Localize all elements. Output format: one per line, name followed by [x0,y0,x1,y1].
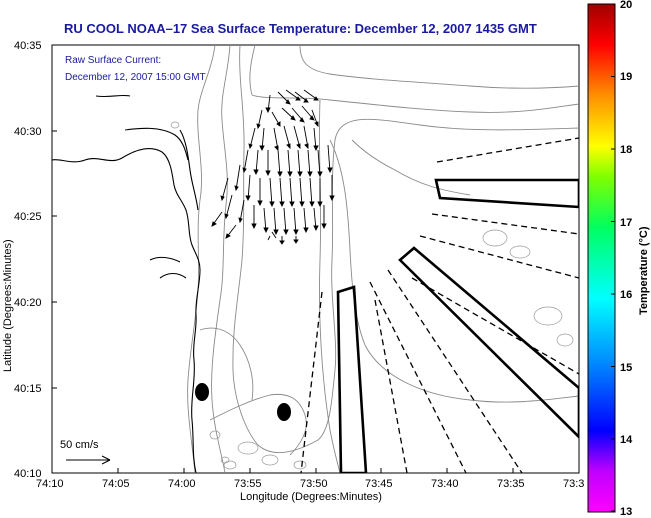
scale-label: 50 cm/s [60,439,99,451]
y-tick-labels: 40:35 40:30 40:25 40:20 40:15 40:10 [14,40,42,480]
legend-line-2: December 12, 2007 15:00 GMT [65,72,206,83]
x-tick: 74:05 [102,478,130,490]
colorbar-ticks [611,3,615,512]
y-tick: 40:35 [14,40,42,52]
colorbar-label: Temperature (°C) [638,226,650,315]
colorbar-tick: 13 [620,506,632,518]
x-tick: 73:3 [563,478,584,490]
scale-arrow [66,455,111,465]
colorbar-tick: 16 [620,289,632,301]
x-tick: 73:35 [497,478,525,490]
y-tick: 40:30 [14,126,42,138]
current-vectors [211,89,335,245]
colorbar-tick: 15 [620,362,632,374]
colorbar-tick-labels: 20 19 18 17 16 15 14 13 [620,0,633,518]
x-tick: 74:10 [36,478,64,490]
buoy-marker [195,383,209,401]
colorbar-tick: 18 [620,144,632,156]
coastline [52,94,201,473]
colorbar-tick: 20 [620,0,632,11]
colorbar [587,3,616,513]
y-tick: 40:10 [14,468,42,480]
buoy-marker [277,403,291,421]
y-tick: 40:20 [14,297,42,309]
y-tick: 40:15 [14,383,42,395]
vector-field [211,89,335,245]
bathymetry-blobs [170,121,574,470]
figure-title: RU COOL NOAA–17 Sea Surface Temperature:… [64,21,537,36]
dashed-transects [300,137,579,473]
y-axis-label: Latitude (Degrees:Minutes) [2,239,14,372]
x-tick: 73:45 [365,478,393,490]
legend-line-1: Raw Surface Current: [65,55,161,66]
map-content: Raw Surface Current: December 12, 2007 1… [52,45,579,473]
colorbar-tick: 14 [620,434,633,446]
x-tick: 73:50 [300,478,328,490]
axis-tick-marks [51,44,580,474]
x-tick: 74:00 [168,478,196,490]
x-tick-labels: 74:10 74:05 74:00 73:55 73:50 73:45 73:4… [36,478,584,490]
colorbar-tick: 17 [620,217,632,229]
bathymetry-contours [187,45,579,473]
x-axis-label: Longitude (Degrees:Minutes) [240,491,382,503]
x-tick: 73:40 [431,478,459,490]
x-tick: 73:55 [234,478,262,490]
y-tick: 40:25 [14,211,42,223]
plot-frame [51,44,580,474]
colorbar-tick: 19 [620,71,632,83]
shipping-lanes [336,178,579,473]
